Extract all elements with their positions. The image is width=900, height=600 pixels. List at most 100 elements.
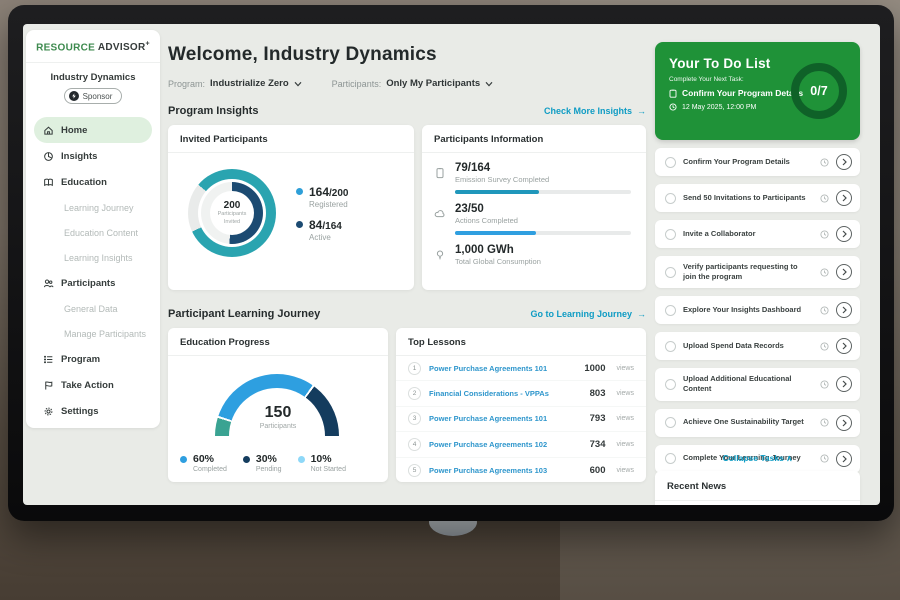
task-open-button[interactable] — [836, 450, 852, 467]
task-checkbox[interactable] — [665, 453, 676, 464]
lesson-row: 4 Power Purchase Agreements 102 734 view… — [396, 432, 646, 458]
recent-news-card: Recent News — [655, 471, 860, 505]
clipboard-icon — [669, 89, 677, 98]
dashboard-screen: RESOURCE ADVISOR+ Industry Dynamics Spon… — [23, 24, 880, 505]
task-confirm-program-details[interactable]: Confirm Your Program Details — [655, 148, 860, 176]
legend-pending: 30% Pending — [242, 453, 282, 473]
task-clock-icon — [820, 268, 829, 277]
recent-news-title: Recent News — [655, 471, 860, 501]
task-open-button[interactable] — [836, 376, 852, 393]
task-checkbox[interactable] — [665, 228, 676, 240]
task-explore-insights[interactable]: Explore Your Insights Dashboard — [655, 296, 860, 325]
participants-dropdown-value: Only My Participants — [386, 78, 481, 89]
chevron-right-icon — [842, 342, 847, 350]
task-upload-spend-data[interactable]: Upload Spend Data Records — [655, 332, 860, 361]
sidebar-item-education[interactable]: Education — [34, 169, 152, 195]
monitor-bezel: RESOURCE ADVISOR+ Industry Dynamics Spon… — [8, 5, 894, 521]
learning-journey-header: Participant Learning Journey Go to Learn… — [168, 308, 646, 320]
task-upload-educational-content[interactable]: Upload Additional Educational Content — [655, 368, 860, 401]
settings-icon — [44, 407, 53, 416]
home-icon — [44, 126, 53, 135]
task-open-button[interactable] — [836, 302, 852, 319]
sponsor-icon — [68, 91, 79, 102]
sidebar-item-home[interactable]: Home — [34, 117, 152, 144]
lesson-link[interactable]: Financial Considerations - VPPAs — [429, 389, 549, 399]
task-open-button[interactable] — [836, 226, 852, 242]
sidebar-item-insights[interactable]: Insights — [34, 143, 152, 169]
task-checkbox[interactable] — [665, 340, 676, 352]
task-clock-icon — [820, 193, 829, 203]
arrow-right-icon: → — [637, 309, 646, 319]
arrow-right-icon: → — [637, 106, 646, 116]
sidebar-item-general-data[interactable]: General Data — [64, 303, 118, 314]
card-title: Invited Participants — [168, 125, 414, 153]
sidebar: RESOURCE ADVISOR+ Industry Dynamics Spon… — [26, 30, 160, 428]
resource-advisor-logo: RESOURCE ADVISOR+ — [26, 30, 160, 64]
stat-global-consumption: 1,000 GWh Total Global Consumption — [422, 235, 646, 272]
stat-emission-survey: 79/164 Emission Survey Completed — [422, 153, 646, 194]
sidebar-item-settings[interactable]: Settings — [34, 398, 152, 424]
consumption-icon — [434, 244, 446, 272]
pending-dot-icon — [242, 456, 250, 463]
go-to-learning-journey-link[interactable]: Go to Learning Journey → — [530, 309, 646, 319]
participants-dropdown-label: Participants: — [331, 78, 382, 89]
card-title: Top Lessons — [396, 328, 646, 356]
task-complete-learning-journey[interactable]: Complete Your Learning Journey — [655, 444, 860, 473]
section-title: Participant Learning Journey — [168, 308, 321, 320]
rank-badge: 1 — [408, 361, 421, 375]
insights-icon — [44, 151, 53, 161]
lesson-link[interactable]: Power Purchase Agreements 102 — [429, 439, 548, 449]
sidebar-item-manage-participants[interactable]: Manage Participants — [64, 328, 147, 339]
task-achieve-sustainability-target[interactable]: Achieve One Sustainability Target — [655, 408, 860, 437]
chevron-right-icon — [842, 306, 847, 314]
task-clock-icon — [820, 229, 829, 239]
lesson-row: 2 Financial Considerations - VPPAs 803 v… — [396, 381, 646, 407]
lesson-link[interactable]: Power Purchase Agreements 101 — [429, 363, 548, 373]
top-lessons-card: Top Lessons 1 Power Purchase Agreements … — [396, 328, 646, 482]
task-checkbox[interactable] — [665, 304, 676, 316]
check-more-insights-link[interactable]: Check More Insights → — [543, 106, 646, 116]
task-checkbox[interactable] — [665, 266, 676, 278]
participants-dropdown[interactable]: Participants: Only My Participants — [332, 78, 494, 89]
lesson-link[interactable]: Power Purchase Agreements 101 — [429, 414, 548, 424]
sidebar-item-learning-insights[interactable]: Learning Insights — [64, 252, 133, 263]
chevron-right-icon — [842, 230, 847, 238]
task-checkbox[interactable] — [665, 378, 676, 390]
task-checkbox[interactable] — [665, 192, 676, 204]
task-open-button[interactable] — [836, 190, 852, 206]
task-open-button[interactable] — [836, 264, 852, 281]
collapse-tasks-link[interactable]: Collapse Tasks ∧ — [722, 453, 793, 463]
chevron-right-icon — [842, 380, 847, 388]
sidebar-item-take-action[interactable]: Take Action — [34, 372, 152, 398]
sidebar-item-participants[interactable]: Participants — [34, 270, 152, 296]
gauge-legend: 60% Completed 30% Pending — [180, 453, 346, 473]
sponsor-label: Sponsor — [82, 91, 113, 101]
not-started-dot-icon — [297, 456, 305, 463]
task-invite-collaborator[interactable]: Invite a Collaborator — [655, 220, 860, 248]
legend-not-started: 10% Not Started — [297, 453, 346, 473]
card-title: Participants Information — [422, 125, 646, 153]
survey-icon — [434, 162, 446, 194]
invited-participants-card: Invited Participants 200 Participants In… — [168, 125, 414, 290]
program-dropdown[interactable]: Program: Industrialize Zero — [168, 78, 302, 89]
task-clock-icon — [820, 157, 829, 167]
task-open-button[interactable] — [836, 154, 852, 170]
invited-participants-donut-chart: 200 Participants Invited — [188, 169, 276, 257]
actions-completed-progress-bar — [455, 231, 631, 235]
gauge-center-label: Participants — [259, 423, 297, 430]
task-verify-participants[interactable]: Verify participants requesting to join t… — [655, 256, 860, 289]
task-send-invitations[interactable]: Send 50 Invitations to Participants — [655, 184, 860, 212]
task-open-button[interactable] — [836, 414, 852, 431]
sponsor-badge: Sponsor — [63, 88, 123, 105]
lesson-row: 5 Power Purchase Agreements 103 600 view… — [396, 458, 646, 483]
completed-dot-icon — [180, 456, 187, 463]
sidebar-item-program[interactable]: Program — [34, 346, 152, 372]
legend-active: 84/164 Active — [296, 218, 349, 242]
task-open-button[interactable] — [836, 338, 852, 355]
sidebar-item-learning-journey[interactable]: Learning Journey — [64, 202, 134, 213]
lesson-link[interactable]: Power Purchase Agreements 103 — [429, 465, 548, 475]
task-checkbox[interactable] — [665, 417, 676, 428]
task-checkbox[interactable] — [665, 156, 676, 168]
education-icon — [44, 178, 53, 186]
sidebar-item-education-content[interactable]: Education Content — [64, 227, 139, 238]
